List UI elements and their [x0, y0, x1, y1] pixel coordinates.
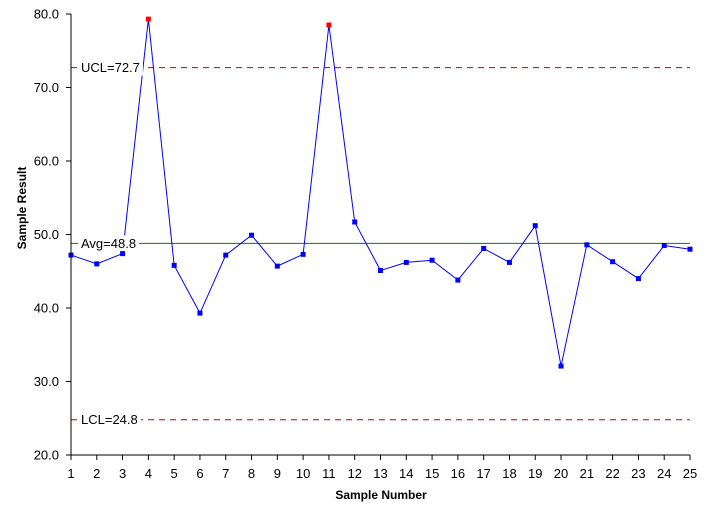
y-tick-label: 40.0 [34, 301, 59, 316]
x-tick-label: 24 [657, 466, 671, 481]
x-tick-label: 9 [274, 466, 281, 481]
reference-label-2: LCL=24.8 [81, 412, 138, 427]
data-point [635, 276, 641, 282]
data-point [506, 259, 512, 265]
x-tick-label: 3 [119, 466, 126, 481]
data-point [481, 245, 487, 251]
data-point [171, 262, 177, 268]
data-point [403, 259, 409, 265]
data-point [378, 268, 383, 274]
out-of-control-point [326, 22, 332, 28]
data-point [584, 242, 590, 248]
x-tick-label: 18 [502, 466, 516, 481]
reference-lines [71, 67, 690, 421]
data-point [120, 251, 126, 257]
data-point [661, 243, 667, 249]
y-axis-title: Sample Result [15, 167, 29, 250]
data-point [610, 259, 616, 265]
x-tick-label: 23 [631, 466, 645, 481]
x-tick-label: 11 [322, 466, 336, 481]
data-point [300, 251, 306, 257]
x-tick-label: 6 [196, 466, 203, 481]
y-tick-label: 20.0 [34, 448, 59, 463]
x-tick-label: 15 [425, 466, 439, 481]
data-point [197, 310, 203, 316]
x-tick-label: 1 [67, 466, 74, 481]
x-tick-label: 10 [296, 466, 310, 481]
y-tick-label: 50.0 [34, 227, 59, 242]
data-point [249, 232, 255, 238]
reference-label-background-0 [78, 59, 143, 76]
data-point [274, 263, 280, 269]
x-tick-label: 5 [171, 466, 178, 481]
out-of-control-point [145, 16, 151, 22]
reference-label-background-1 [78, 235, 140, 252]
x-tick-label: 8 [248, 466, 255, 481]
reference-label-background-2 [78, 411, 141, 428]
x-tick-label: 21 [580, 466, 594, 481]
series-line [70, 19, 691, 367]
data-point [687, 246, 693, 252]
data-point [455, 277, 461, 283]
data-series: UCL=72.7 Avg=48.8 LCL=24.8 [68, 16, 693, 428]
x-tick-label: 19 [528, 466, 542, 481]
x-tick-label: 16 [451, 466, 465, 481]
reference-label-0: UCL=72.7 [81, 60, 140, 75]
x-tick-label: 12 [347, 466, 361, 481]
x-tick-label: 13 [373, 466, 387, 481]
y-tick-label: 60.0 [34, 154, 59, 169]
data-point [532, 223, 538, 229]
x-tick-label: 2 [93, 466, 100, 481]
reference-label-1: Avg=48.8 [81, 236, 136, 251]
x-tick-label: 17 [476, 466, 490, 481]
data-point [223, 252, 229, 258]
data-point [429, 257, 435, 263]
y-tick-label: 80.0 [34, 7, 59, 22]
y-tick-label: 30.0 [34, 374, 59, 389]
x-tick-label: 25 [683, 466, 697, 481]
data-point [94, 261, 100, 267]
y-tick-label: 70.0 [34, 80, 59, 95]
x-tick-label: 20 [554, 466, 568, 481]
x-tick-label: 7 [222, 466, 229, 481]
x-tick-label: 4 [145, 466, 152, 481]
x-axis: 1 2 3 4 5 6 7 8 9 10 11 12 13 14 15 16 17 18 19 20 21 22 23 24 2… [67, 454, 697, 481]
data-point [352, 219, 358, 225]
y-axis: 20.0 30.0 40.0 50.0 60.0 70.0 80.0 [34, 7, 72, 463]
x-tick-label: 14 [399, 466, 413, 481]
data-point [558, 363, 564, 369]
x-axis-title: Sample Number [335, 488, 427, 502]
x-tick-label: 22 [605, 466, 619, 481]
